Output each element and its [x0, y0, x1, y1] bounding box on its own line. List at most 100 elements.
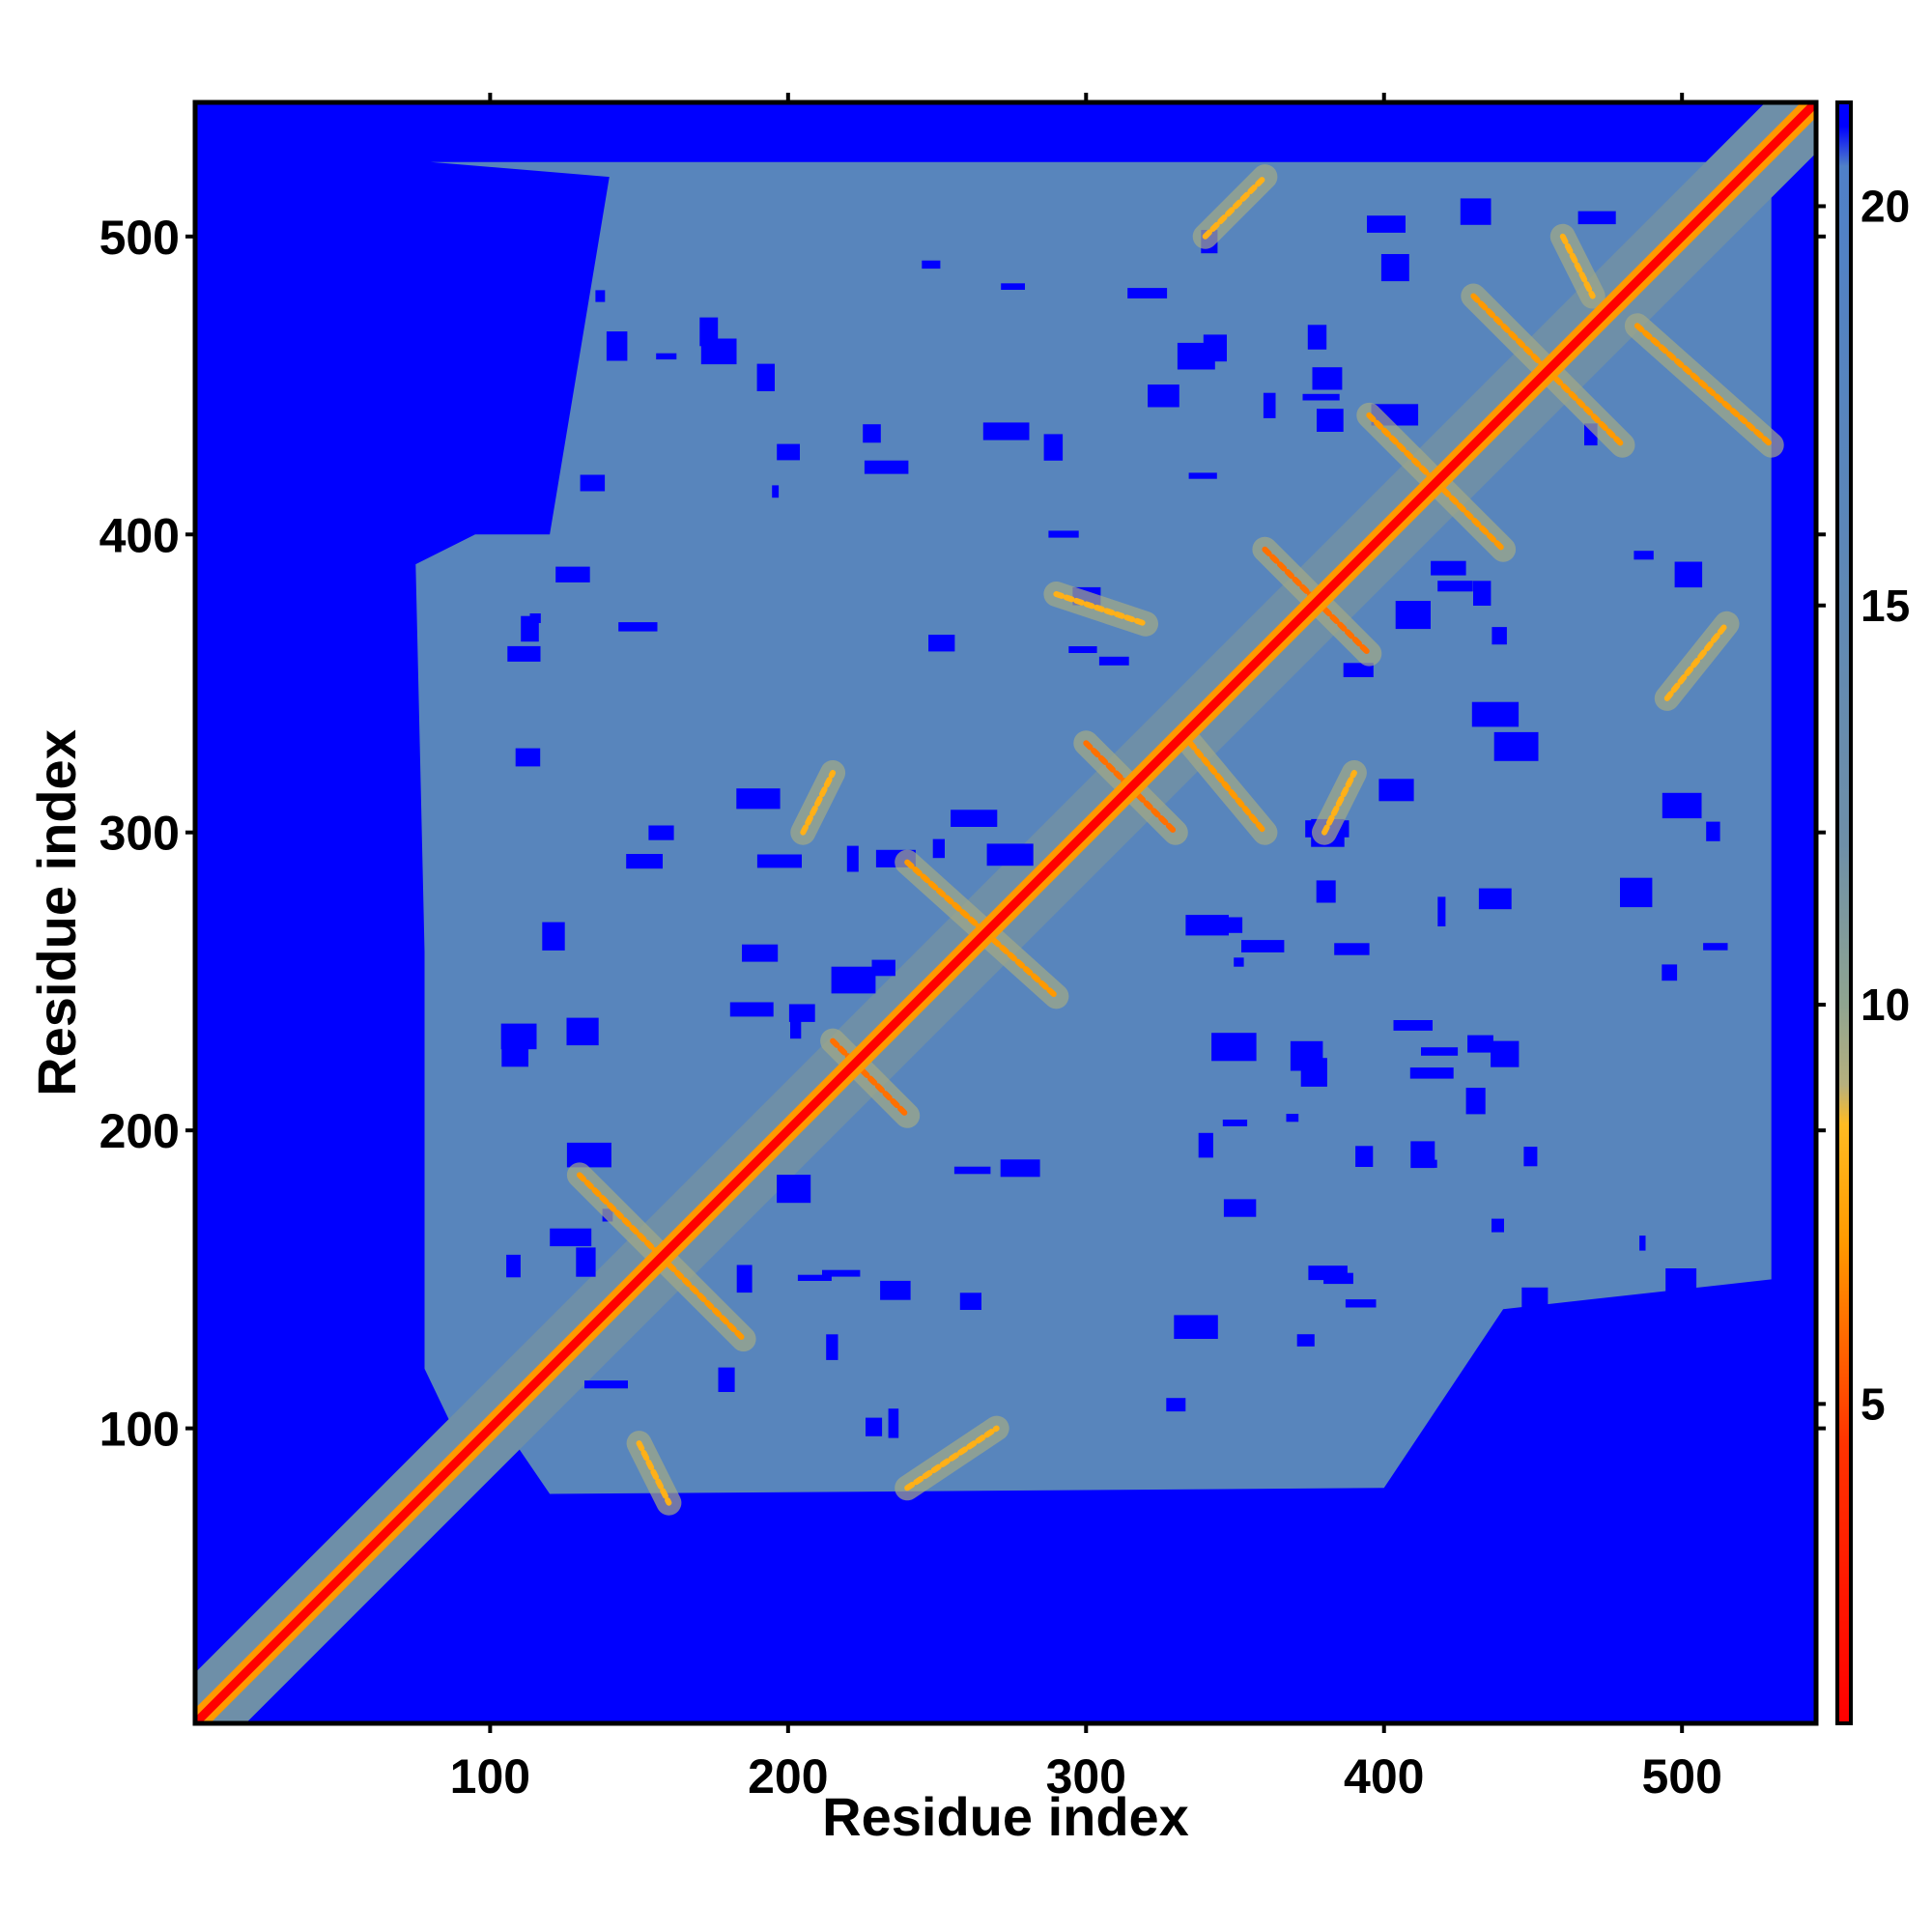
far-distance-cell: [1478, 888, 1512, 910]
far-distance-cell: [566, 1142, 611, 1168]
far-distance-cell: [986, 843, 1034, 867]
far-distance-cell: [1174, 1315, 1218, 1339]
far-distance-cell: [1355, 1146, 1374, 1167]
far-distance-cell: [515, 748, 541, 767]
far-distance-cell: [1198, 1132, 1213, 1158]
far-distance-cell: [866, 1417, 883, 1436]
far-distance-cell: [555, 566, 590, 582]
far-distance-cell: [1307, 325, 1327, 350]
far-distance-cell: [718, 1367, 735, 1392]
far-distance-cell: [1345, 1299, 1377, 1308]
contact-streak: [904, 1425, 1000, 1492]
far-distance-cell: [626, 854, 663, 869]
far-distance-cell: [1682, 1388, 1706, 1405]
far-distance-cell: [618, 622, 658, 632]
contact-streak: [1663, 620, 1730, 701]
far-distance-cell: [1491, 1040, 1520, 1067]
far-distance-cell: [1043, 434, 1064, 461]
far-distance-cell: [928, 635, 955, 652]
far-distance-cell: [1316, 880, 1336, 903]
far-distance-cell: [1380, 254, 1409, 282]
far-distance-cell: [790, 1019, 802, 1039]
far-distance-cell: [846, 845, 859, 872]
far-distance-cell: [1302, 393, 1340, 401]
far-distance-cell: [922, 260, 941, 270]
colorbar-tick-label: 20: [1861, 181, 1910, 231]
far-distance-cell: [880, 1280, 911, 1300]
far-distance-cell: [606, 331, 628, 361]
far-distance-cell: [1437, 896, 1446, 926]
far-distance-cell: [1467, 1035, 1493, 1053]
far-distance-cell: [1517, 1414, 1548, 1421]
far-distance-cell: [1706, 821, 1720, 841]
far-distance-cell: [982, 422, 1030, 440]
far-distance-cell: [756, 363, 775, 391]
far-distance-cell: [1127, 288, 1168, 298]
far-distance-cell: [501, 1037, 528, 1067]
far-distance-cell: [1203, 334, 1227, 362]
contact-streak: [636, 1440, 672, 1506]
far-distance-cell: [1521, 1287, 1548, 1316]
far-distance-cell: [1317, 409, 1344, 432]
far-distance-cell: [529, 613, 541, 623]
far-distance-cell: [1068, 646, 1097, 653]
far-distance-cell: [951, 810, 998, 827]
far-distance-cell: [1409, 1067, 1454, 1079]
far-distance-cell: [1166, 1398, 1186, 1412]
far-distance-cell: [595, 290, 606, 302]
contact-streak: [1202, 174, 1268, 240]
far-distance-cell: [777, 443, 800, 461]
far-distance-cell: [1222, 1120, 1248, 1126]
far-distance-cell: [1223, 1199, 1257, 1217]
far-distance-cell: [1300, 1058, 1327, 1087]
plot-frame: [192, 99, 1819, 1726]
far-distance-cell: [888, 1408, 899, 1438]
far-distance-cell: [580, 474, 606, 492]
far-distance-cell: [953, 1166, 991, 1175]
y-tick-label: 400: [99, 508, 180, 562]
y-axis-title: Residue index: [26, 729, 87, 1096]
far-distance-cell: [1662, 792, 1702, 819]
far-distance-cell: [742, 944, 779, 962]
far-distance-cell: [831, 966, 876, 994]
contact-streak: [830, 1037, 911, 1119]
far-distance-cell: [1343, 663, 1374, 677]
far-distance-cell: [1665, 1268, 1697, 1292]
far-distance-cell: [864, 460, 909, 474]
far-distance-cell: [550, 1228, 592, 1247]
colorbar: 5 10 15 20: [1816, 100, 1910, 1725]
colorbar-tick-label: 10: [1861, 980, 1910, 1030]
far-distance-cell: [777, 1175, 811, 1204]
far-distance-cell: [1492, 627, 1507, 645]
far-distance-cell: [863, 424, 881, 443]
far-distance-cell: [1620, 877, 1653, 908]
far-distance-cell: [1185, 915, 1229, 936]
colorbar-tick-label: 5: [1861, 1378, 1886, 1429]
far-distance-cell: [1473, 581, 1492, 606]
colorbar-gradient: [1835, 100, 1853, 1725]
far-distance-cell: [1639, 1236, 1646, 1251]
far-distance-cell: [1395, 601, 1431, 630]
far-distance-cell: [1188, 472, 1217, 479]
far-distance-cell: [1674, 561, 1703, 588]
far-distance-cell: [506, 1254, 521, 1278]
y-tick-label: 200: [99, 1104, 180, 1158]
far-distance-cell: [1048, 530, 1079, 538]
far-distance-cell: [1421, 1047, 1459, 1056]
far-distance-cell: [729, 1002, 774, 1017]
x-tick-label: 100: [450, 1749, 530, 1804]
far-distance-cell: [1234, 957, 1244, 967]
far-distance-cell: [1000, 1159, 1040, 1178]
far-distance-cell: [932, 838, 945, 859]
contact-streak: [1559, 233, 1596, 299]
far-distance-cell: [1577, 211, 1616, 225]
plot-area: [192, 99, 1819, 1726]
far-distance-cell: [1296, 1334, 1315, 1347]
far-distance-cell: [1286, 1114, 1299, 1122]
contact-streak: [1187, 740, 1268, 836]
far-distance-cell: [822, 1269, 861, 1277]
far-distance-cell: [871, 959, 895, 977]
far-distance-cell: [1471, 701, 1520, 727]
far-distance-cell: [542, 922, 565, 951]
